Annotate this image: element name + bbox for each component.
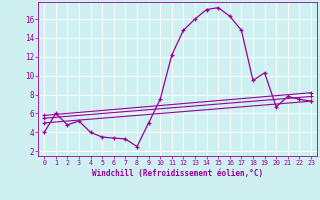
X-axis label: Windchill (Refroidissement éolien,°C): Windchill (Refroidissement éolien,°C) xyxy=(92,169,263,178)
